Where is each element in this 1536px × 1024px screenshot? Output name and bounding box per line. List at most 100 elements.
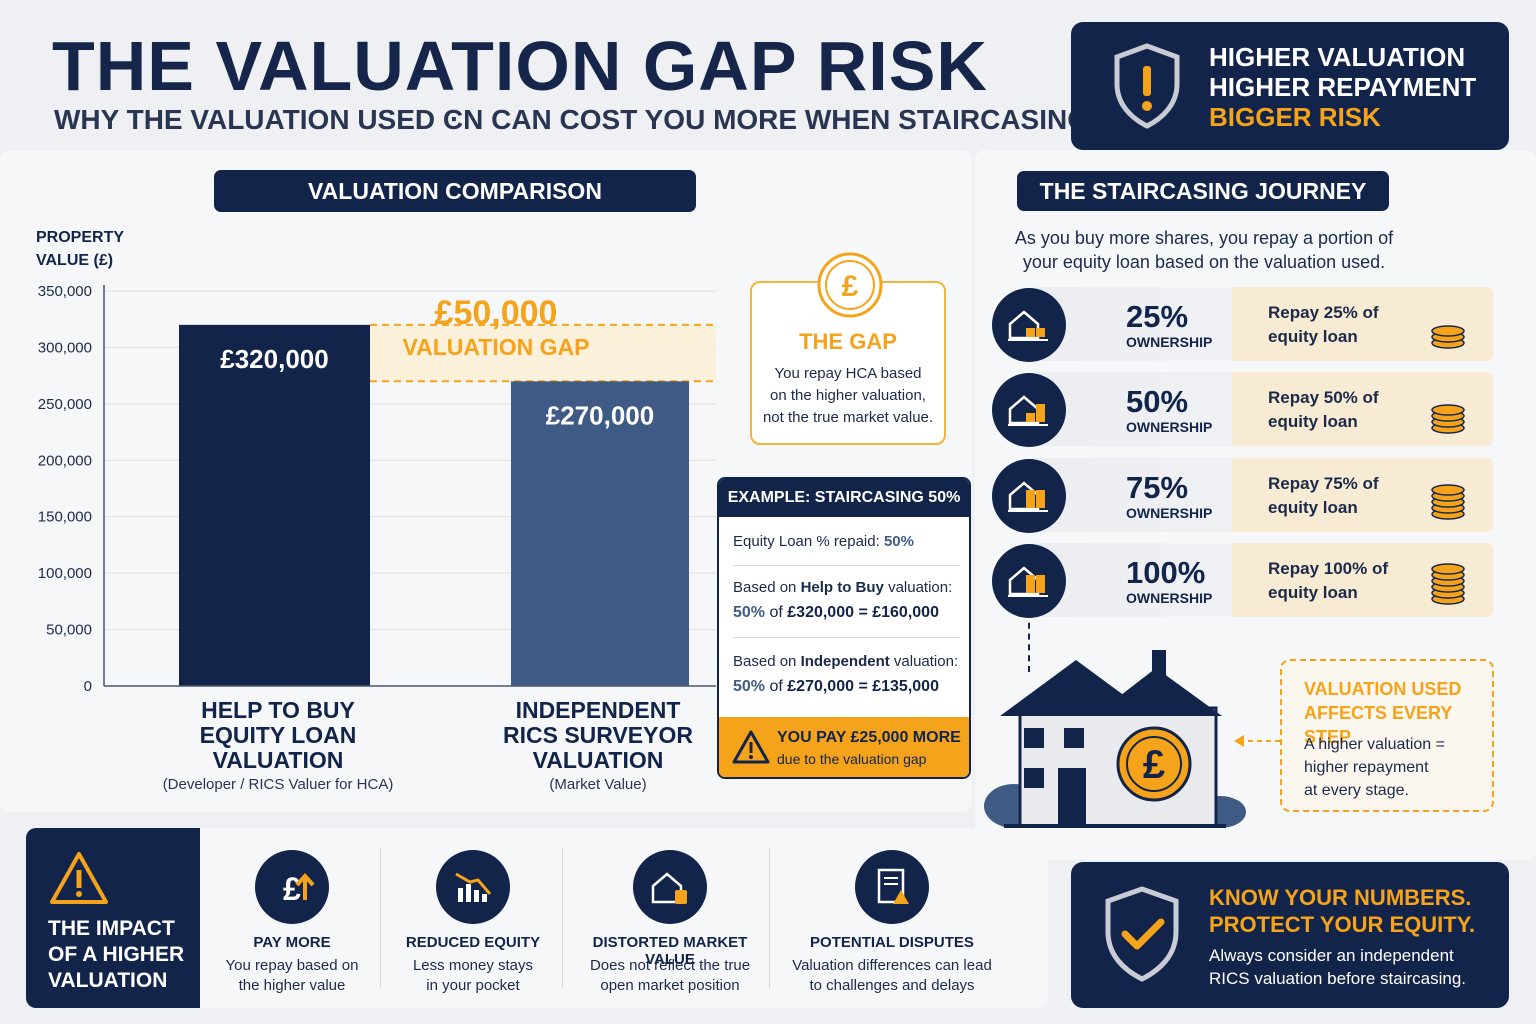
impact-desc-line-1: You repay based on bbox=[225, 957, 359, 974]
example-ind-label: Based on Independent valuation: bbox=[733, 653, 958, 670]
repay-text: Repay 100% of equity loan bbox=[1268, 557, 1408, 605]
impact-title-box: THE IMPACT OF A HIGHER VALUATION bbox=[26, 828, 200, 1008]
impact-title-3: VALUATION bbox=[48, 969, 168, 992]
example-card: EXAMPLE: STAIRCASING 50% Equity Loan % r… bbox=[717, 477, 971, 779]
ownership-label: OWNERSHIP bbox=[1126, 419, 1213, 435]
ind-calc-of: of bbox=[765, 678, 788, 695]
repay-line-1: Repay 25% of bbox=[1268, 303, 1379, 322]
coin-stack-icon bbox=[1431, 484, 1465, 520]
ind-calc-pct: 50% bbox=[733, 678, 766, 695]
journey-step: 100% OWNERSHIP Repay 100% of equity loan bbox=[992, 543, 1493, 618]
repay-text: Repay 50% of equity loan bbox=[1268, 386, 1408, 434]
category-label-line: INDEPENDENT bbox=[515, 697, 681, 723]
repay-line-2: equity loan bbox=[1268, 498, 1358, 517]
footer-line-2: PROTECT YOUR EQUITY. bbox=[1209, 912, 1476, 937]
y-axis-title: PROPERTY VALUE (£) bbox=[36, 226, 124, 272]
ownership-label: OWNERSHIP bbox=[1126, 590, 1213, 606]
category-label-line: EQUITY LOAN bbox=[199, 722, 357, 748]
risk-line-1: HIGHER VALUATION bbox=[1209, 42, 1466, 72]
impact-divider bbox=[380, 848, 381, 988]
repay-line-2: equity loan bbox=[1268, 583, 1358, 602]
footer-line-1: KNOW YOUR NUMBERS. bbox=[1209, 885, 1472, 910]
impact-divider bbox=[562, 848, 563, 988]
svg-text:£: £ bbox=[1143, 743, 1165, 787]
ownership-percent: 50% bbox=[1126, 384, 1189, 419]
impact-item-desc: Does not reflect the true open market pos… bbox=[570, 956, 770, 996]
ind-label-post: valuation: bbox=[889, 653, 959, 670]
page-subtitle: WHY THE VALUATION USED ϾN CAN COST YOU M… bbox=[54, 104, 1089, 135]
journey-intro-line-2: your equity loan based on the valuation … bbox=[1022, 252, 1386, 272]
warning-line-2: due to the valuation gap bbox=[777, 751, 927, 767]
pound-coin-icon: £ bbox=[817, 252, 883, 318]
warning-triangle-icon bbox=[732, 730, 770, 764]
falling-chart-icon bbox=[436, 850, 510, 924]
example-repaid-line: Equity Loan % repaid: 50% bbox=[733, 533, 914, 550]
house-pound-icon: £ bbox=[984, 650, 1246, 828]
gap-value-label: £50,000 bbox=[434, 294, 558, 332]
impact-item: REDUCED EQUITY Less money stays in your po… bbox=[388, 828, 558, 1008]
footer-line-3: Always consider an independent bbox=[1209, 946, 1454, 965]
journey-heading: THE STAIRCASING JOURNEY bbox=[1017, 171, 1389, 211]
y-tick-label: 350,000 bbox=[38, 283, 92, 300]
risk-summary-box: HIGHER VALUATION HIGHER REPAYMENT BIGGER… bbox=[1071, 22, 1509, 150]
callout-title-2: AFFECTS EVERY STEP bbox=[1304, 703, 1453, 747]
impact-desc-line-1: Valuation differences can lead bbox=[792, 957, 992, 974]
callout-line-3: at every stage. bbox=[1304, 782, 1409, 799]
htb-label-bold: Help to Buy bbox=[800, 579, 884, 596]
ind-calc-result: £270,000 = £135,000 bbox=[787, 678, 939, 695]
journey-step: 25% OWNERSHIP Repay 25% of equity loan bbox=[992, 287, 1493, 362]
gap-card-line-2: on the higher valuation, bbox=[770, 387, 926, 404]
gap-card-line-1: You repay HCA based bbox=[774, 365, 922, 382]
impact-item: £ PAY MORE You repay based on the higher va… bbox=[207, 828, 377, 1008]
callout-arrow-icon bbox=[1234, 735, 1280, 747]
category-label: HELP TO BUY EQUITY LOAN VALUATION bbox=[128, 698, 428, 773]
gap-explanation-card: £ THE GAP You repay HCA based on the hig… bbox=[750, 252, 946, 445]
valuation-callout: VALUATION USED AFFECTS EVERY STEP A high… bbox=[1280, 659, 1494, 812]
impact-desc-line-2: to challenges and delays bbox=[809, 977, 975, 994]
coin-stack-icon bbox=[1431, 404, 1465, 434]
example-htb-calc: 50% of £320,000 = £160,000 bbox=[733, 604, 939, 622]
y-tick-label: 250,000 bbox=[38, 396, 92, 413]
house-blocks-icon bbox=[992, 544, 1066, 618]
protect-equity-box: KNOW YOUR NUMBERS. PROTECT YOUR EQUITY. … bbox=[1071, 862, 1509, 1008]
ownership-percent: 25% bbox=[1126, 299, 1189, 334]
category-label-line: VALUATION bbox=[212, 747, 344, 773]
category-label: INDEPENDENT RICS SURVEYOR VALUATION bbox=[448, 698, 748, 773]
footer-line-4: RICS valuation before staircasing. bbox=[1209, 969, 1467, 988]
comparison-heading: VALUATION COMPARISON bbox=[214, 170, 696, 212]
house-blocks-icon bbox=[992, 373, 1066, 447]
htb-calc-pct: 50% bbox=[733, 604, 766, 621]
impact-item-title: PAY MORE bbox=[253, 934, 331, 951]
callout-line-1: A higher valuation = bbox=[1304, 736, 1445, 753]
impact-item-title: POTENTIAL DISPUTES bbox=[810, 934, 974, 951]
ownership-label: OWNERSHIP bbox=[1126, 505, 1213, 521]
ownership-percent: 75% bbox=[1126, 470, 1189, 505]
y-tick-label: 100,000 bbox=[38, 565, 92, 582]
impact-desc-line-2: the higher value bbox=[238, 977, 346, 994]
journey-step: 50% OWNERSHIP Repay 50% of equity loan bbox=[992, 372, 1493, 447]
impact-item-desc: Valuation differences can lead to challen… bbox=[777, 956, 1007, 996]
impact-item-title: DISTORTED MARKET VALUE bbox=[592, 934, 748, 968]
repay-text: Repay 25% of equity loan bbox=[1268, 301, 1408, 349]
htb-calc-of: of bbox=[765, 604, 788, 621]
svg-text:£: £ bbox=[283, 871, 301, 907]
impact-desc-line-1: Less money stays bbox=[412, 957, 534, 974]
impact-divider bbox=[769, 848, 770, 988]
house-blocks-icon bbox=[992, 459, 1066, 533]
category-label-line: VALUATION bbox=[532, 747, 664, 773]
repay-line-1: Repay 100% of bbox=[1268, 559, 1388, 578]
warning-triangle-icon bbox=[50, 852, 108, 904]
category-subtitle: (Developer / RICS Valuer for HCA) bbox=[162, 776, 394, 793]
category-label-line: HELP TO BUY bbox=[201, 697, 355, 723]
y-tick-label: 50,000 bbox=[46, 622, 92, 639]
bar-2 bbox=[511, 381, 689, 686]
coin-stack-icon bbox=[1431, 563, 1465, 605]
callout-title-1: VALUATION USED bbox=[1304, 679, 1462, 699]
page-title: THE VALUATION GAP RISK bbox=[52, 27, 988, 105]
impact-desc-line-2: in your pocket bbox=[426, 977, 520, 994]
impact-item: DISTORTED MARKET VALUE Does not reflect t… bbox=[570, 828, 770, 1008]
impact-desc-line-2: open market position bbox=[600, 977, 740, 994]
house-tag-icon bbox=[633, 850, 707, 924]
warning-line-1: YOU PAY £25,000 MORE bbox=[777, 729, 961, 746]
